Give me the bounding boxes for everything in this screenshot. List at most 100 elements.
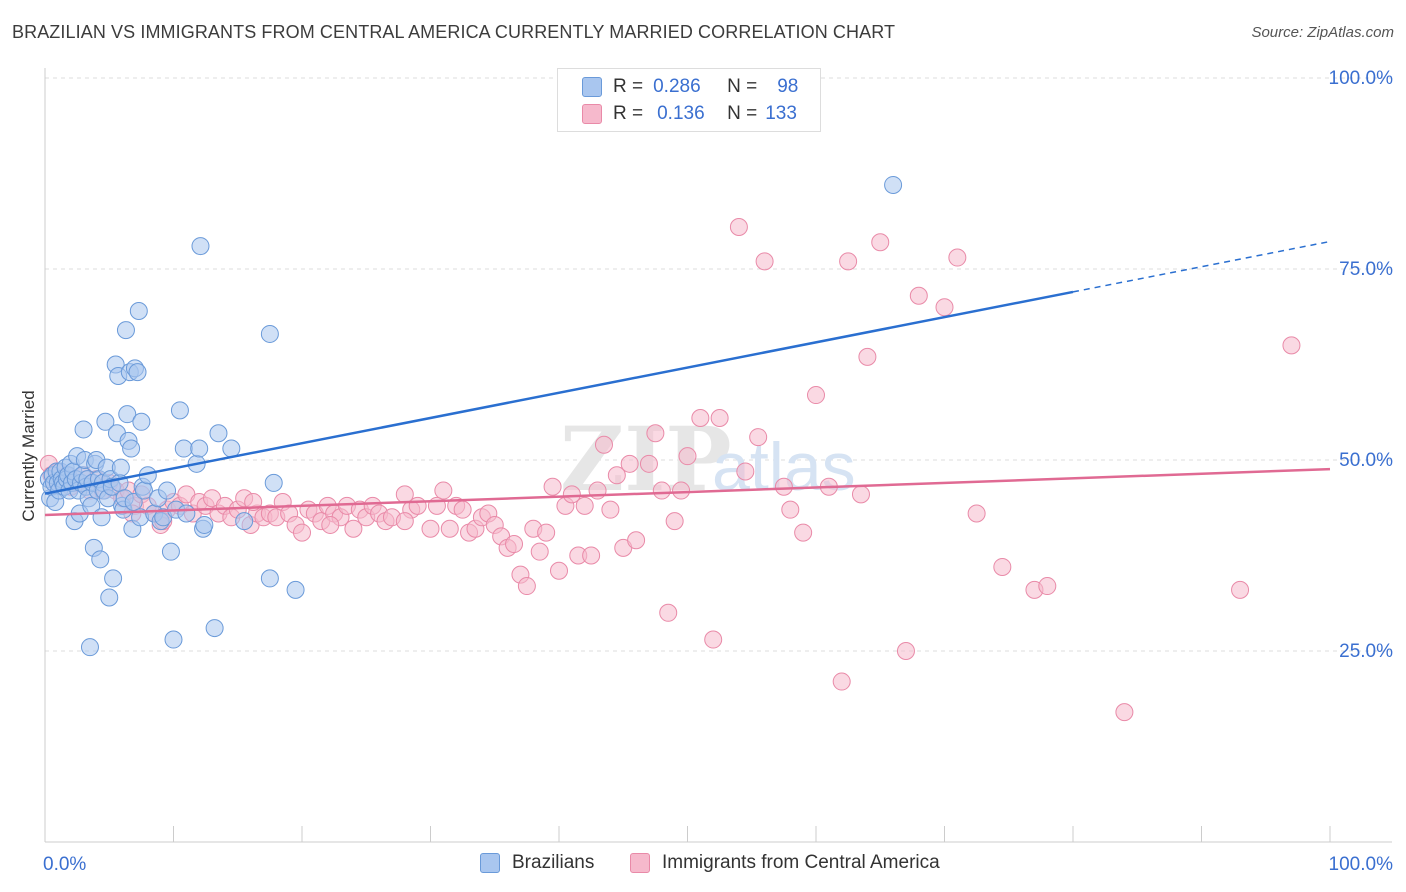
brazilians-point	[177, 504, 196, 523]
immigrants-point	[749, 428, 768, 447]
immigrants-point	[652, 481, 671, 500]
brazilians-point	[92, 508, 111, 527]
immigrants-point	[935, 298, 954, 317]
brazilians-point	[116, 321, 135, 340]
immigrants-swatch	[582, 104, 602, 124]
brazilians-point	[164, 630, 183, 649]
immigrants-point	[421, 519, 440, 538]
brazilians-point	[104, 569, 123, 588]
brazilians-point	[174, 439, 193, 458]
brazilians-point	[96, 412, 115, 431]
tick-labels: 25.0% 50.0% 75.0% 100.0% 0.0% 100.0%	[43, 68, 1393, 875]
y-tick-label: 50.0%	[1339, 450, 1393, 471]
immigrants-point	[659, 603, 678, 622]
immigrants-point	[505, 535, 524, 554]
series-brazilians-points	[39, 175, 903, 657]
x-tick-label: 100.0%	[1329, 854, 1394, 875]
immigrants-point	[639, 454, 658, 473]
immigrants-point	[736, 462, 755, 481]
brazilians-point	[91, 550, 110, 569]
legend-label: Immigrants from Central America	[662, 852, 940, 873]
immigrants-point	[321, 515, 340, 534]
immigrants-point	[530, 542, 549, 561]
immigrants-point	[620, 454, 639, 473]
x-tick-label: 0.0%	[43, 854, 86, 875]
immigrants-point	[710, 408, 729, 427]
immigrants-point	[858, 347, 877, 366]
immigrants-point	[395, 512, 414, 531]
immigrants-point	[517, 577, 536, 596]
brazilians-point	[205, 619, 224, 638]
immigrants-point	[440, 519, 459, 538]
immigrants-point	[948, 248, 967, 267]
series-legend: Brazilians Immigrants from Central Ameri…	[0, 852, 1406, 878]
immigrants-point	[293, 523, 311, 542]
immigrants-point	[993, 557, 1012, 576]
immigrants-point	[832, 672, 851, 691]
immigrants-point	[575, 496, 594, 515]
immigrants-point	[967, 504, 986, 523]
immigrants-point	[691, 408, 710, 427]
immigrants-point	[453, 500, 472, 519]
brazilians-point	[129, 302, 148, 321]
brazilians-point	[260, 324, 279, 343]
brazilians-point	[884, 175, 903, 194]
n-label: N =	[727, 103, 758, 124]
legend-row-brazilians: R = 0.286 N = 98	[582, 75, 798, 99]
brazilians-point	[124, 493, 143, 512]
n-label: N =	[727, 76, 758, 97]
brazilians-point	[132, 412, 151, 431]
immigrants-point	[807, 386, 825, 405]
immigrants-point	[627, 531, 646, 550]
brazilians-point	[222, 439, 241, 458]
immigrants-point	[665, 512, 684, 531]
brazilians-point	[191, 237, 210, 256]
legend-row-immigrants: R = 0.136 N = 133	[582, 102, 797, 126]
y-tick-label: 75.0%	[1339, 259, 1393, 280]
immigrants-point	[672, 481, 691, 500]
immigrants-point	[562, 485, 581, 504]
brazilians-point	[74, 420, 93, 439]
immigrants-point	[871, 233, 890, 252]
correlation-legend: R = 0.286 N = 98 R = 0.136 N = 133	[557, 68, 821, 132]
immigrants-point	[839, 252, 858, 271]
immigrants-point	[344, 519, 363, 538]
n-value: 98	[777, 76, 799, 97]
brazilians-point	[128, 363, 147, 382]
immigrants-point	[1115, 703, 1134, 722]
immigrants-point	[704, 630, 723, 649]
legend-item-brazilians: Brazilians	[480, 852, 594, 874]
brazilians-point	[264, 473, 283, 492]
chart-title: BRAZILIAN VS IMMIGRANTS FROM CENTRAL AME…	[12, 22, 896, 42]
brazilians-swatch	[480, 853, 500, 873]
immigrants-point	[537, 523, 556, 542]
brazilians-trend-extension	[1072, 240, 1331, 293]
immigrants-point	[794, 523, 813, 542]
trend-lines	[44, 240, 1331, 517]
immigrants-point	[543, 477, 562, 496]
brazilians-swatch	[582, 77, 602, 97]
immigrants-point	[781, 500, 800, 519]
brazilians-point	[170, 401, 189, 420]
immigrants-point	[851, 485, 870, 504]
y-tick-label: 100.0%	[1329, 68, 1394, 89]
n-value: 133	[765, 103, 797, 124]
immigrants-point	[594, 435, 613, 454]
immigrants-swatch	[630, 853, 650, 873]
immigrants-point	[774, 477, 793, 496]
r-value: 0.286	[653, 76, 701, 97]
immigrants-point	[678, 447, 697, 466]
brazilians-point	[158, 481, 177, 500]
brazilians-point	[80, 638, 99, 657]
immigrants-point	[607, 466, 626, 485]
grid-lines	[45, 77, 1392, 652]
source-label: Source: ZipAtlas.com	[1251, 24, 1394, 41]
brazilians-point	[190, 439, 209, 458]
immigrants-point	[1282, 336, 1301, 355]
brazilians-point	[161, 542, 180, 561]
r-label: R =	[613, 103, 644, 124]
brazilians-point	[122, 439, 141, 458]
r-label: R =	[613, 76, 644, 97]
brazilians-trend-line	[44, 290, 1074, 495]
